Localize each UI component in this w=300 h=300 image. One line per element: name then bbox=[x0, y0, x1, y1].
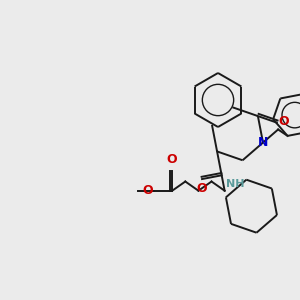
Text: N: N bbox=[258, 136, 268, 149]
Text: NH: NH bbox=[226, 179, 244, 189]
Text: O: O bbox=[142, 184, 153, 197]
Text: O: O bbox=[279, 115, 289, 128]
Text: O: O bbox=[196, 182, 207, 195]
Text: O: O bbox=[166, 153, 176, 166]
